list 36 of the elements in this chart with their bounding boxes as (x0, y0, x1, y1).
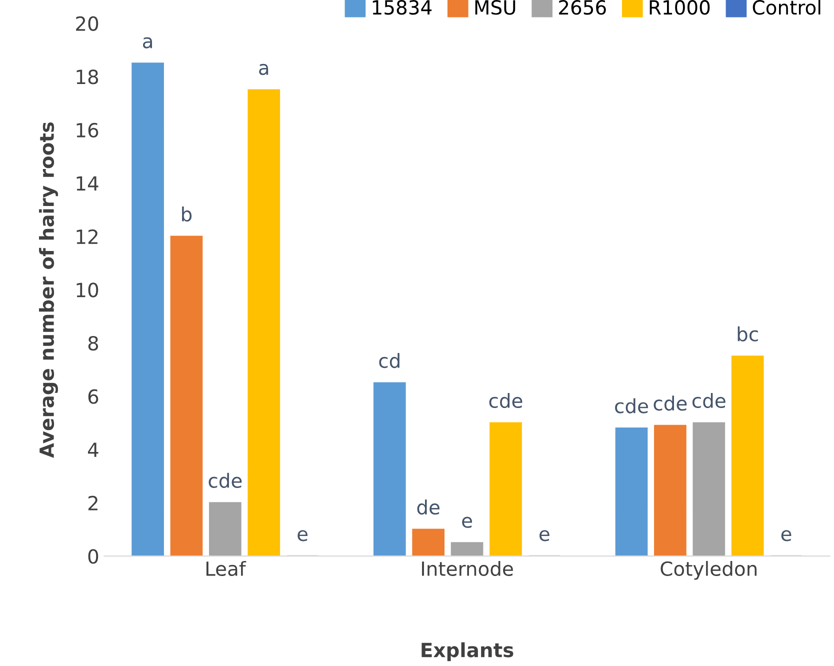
legend-label: R1000 (650, 0, 710, 15)
x-tick-label: Internode (422, 560, 513, 576)
y-tick-label: 14 (76, 176, 98, 191)
data-label: bc (738, 326, 758, 342)
data-label: a (259, 64, 268, 76)
y-tick-label: 10 (76, 282, 98, 298)
y-tick-label: 20 (76, 16, 98, 31)
y-tick-label: 6 (88, 389, 98, 404)
y-tick-label: 4 (88, 442, 98, 457)
data-label: de (417, 500, 440, 515)
data-label: e (781, 530, 792, 542)
y-tick-label: 18 (76, 70, 98, 84)
data-label: e (540, 530, 550, 542)
data-label: e (298, 530, 308, 542)
data-label: e (462, 516, 472, 528)
y-tick-label: 12 (76, 229, 98, 244)
x-axis-title: Explants (422, 642, 514, 662)
data-label: a (142, 37, 152, 48)
legend-label: MSU (475, 0, 516, 15)
y-axis-title: Average number of hairy roots (39, 122, 58, 458)
data-label: cde (654, 396, 687, 411)
data-label: cd (379, 353, 400, 368)
data-label: cde (692, 392, 726, 408)
y-tick-label: 2 (88, 496, 98, 510)
x-tick-label: Leaf (206, 560, 246, 576)
y-tick-label: 0 (88, 549, 98, 564)
legend-label: 2656 (559, 0, 606, 15)
y-tick-label: 8 (88, 336, 98, 351)
data-label: cde (208, 472, 242, 488)
data-label: b (182, 206, 192, 222)
legend-label: 15834 (372, 0, 432, 15)
legend-label: Control (752, 0, 820, 15)
data-label: cde (489, 392, 522, 408)
x-tick-label: Cotyledon (660, 560, 757, 580)
y-tick-label: 16 (76, 122, 98, 138)
data-label: cde (615, 398, 648, 414)
